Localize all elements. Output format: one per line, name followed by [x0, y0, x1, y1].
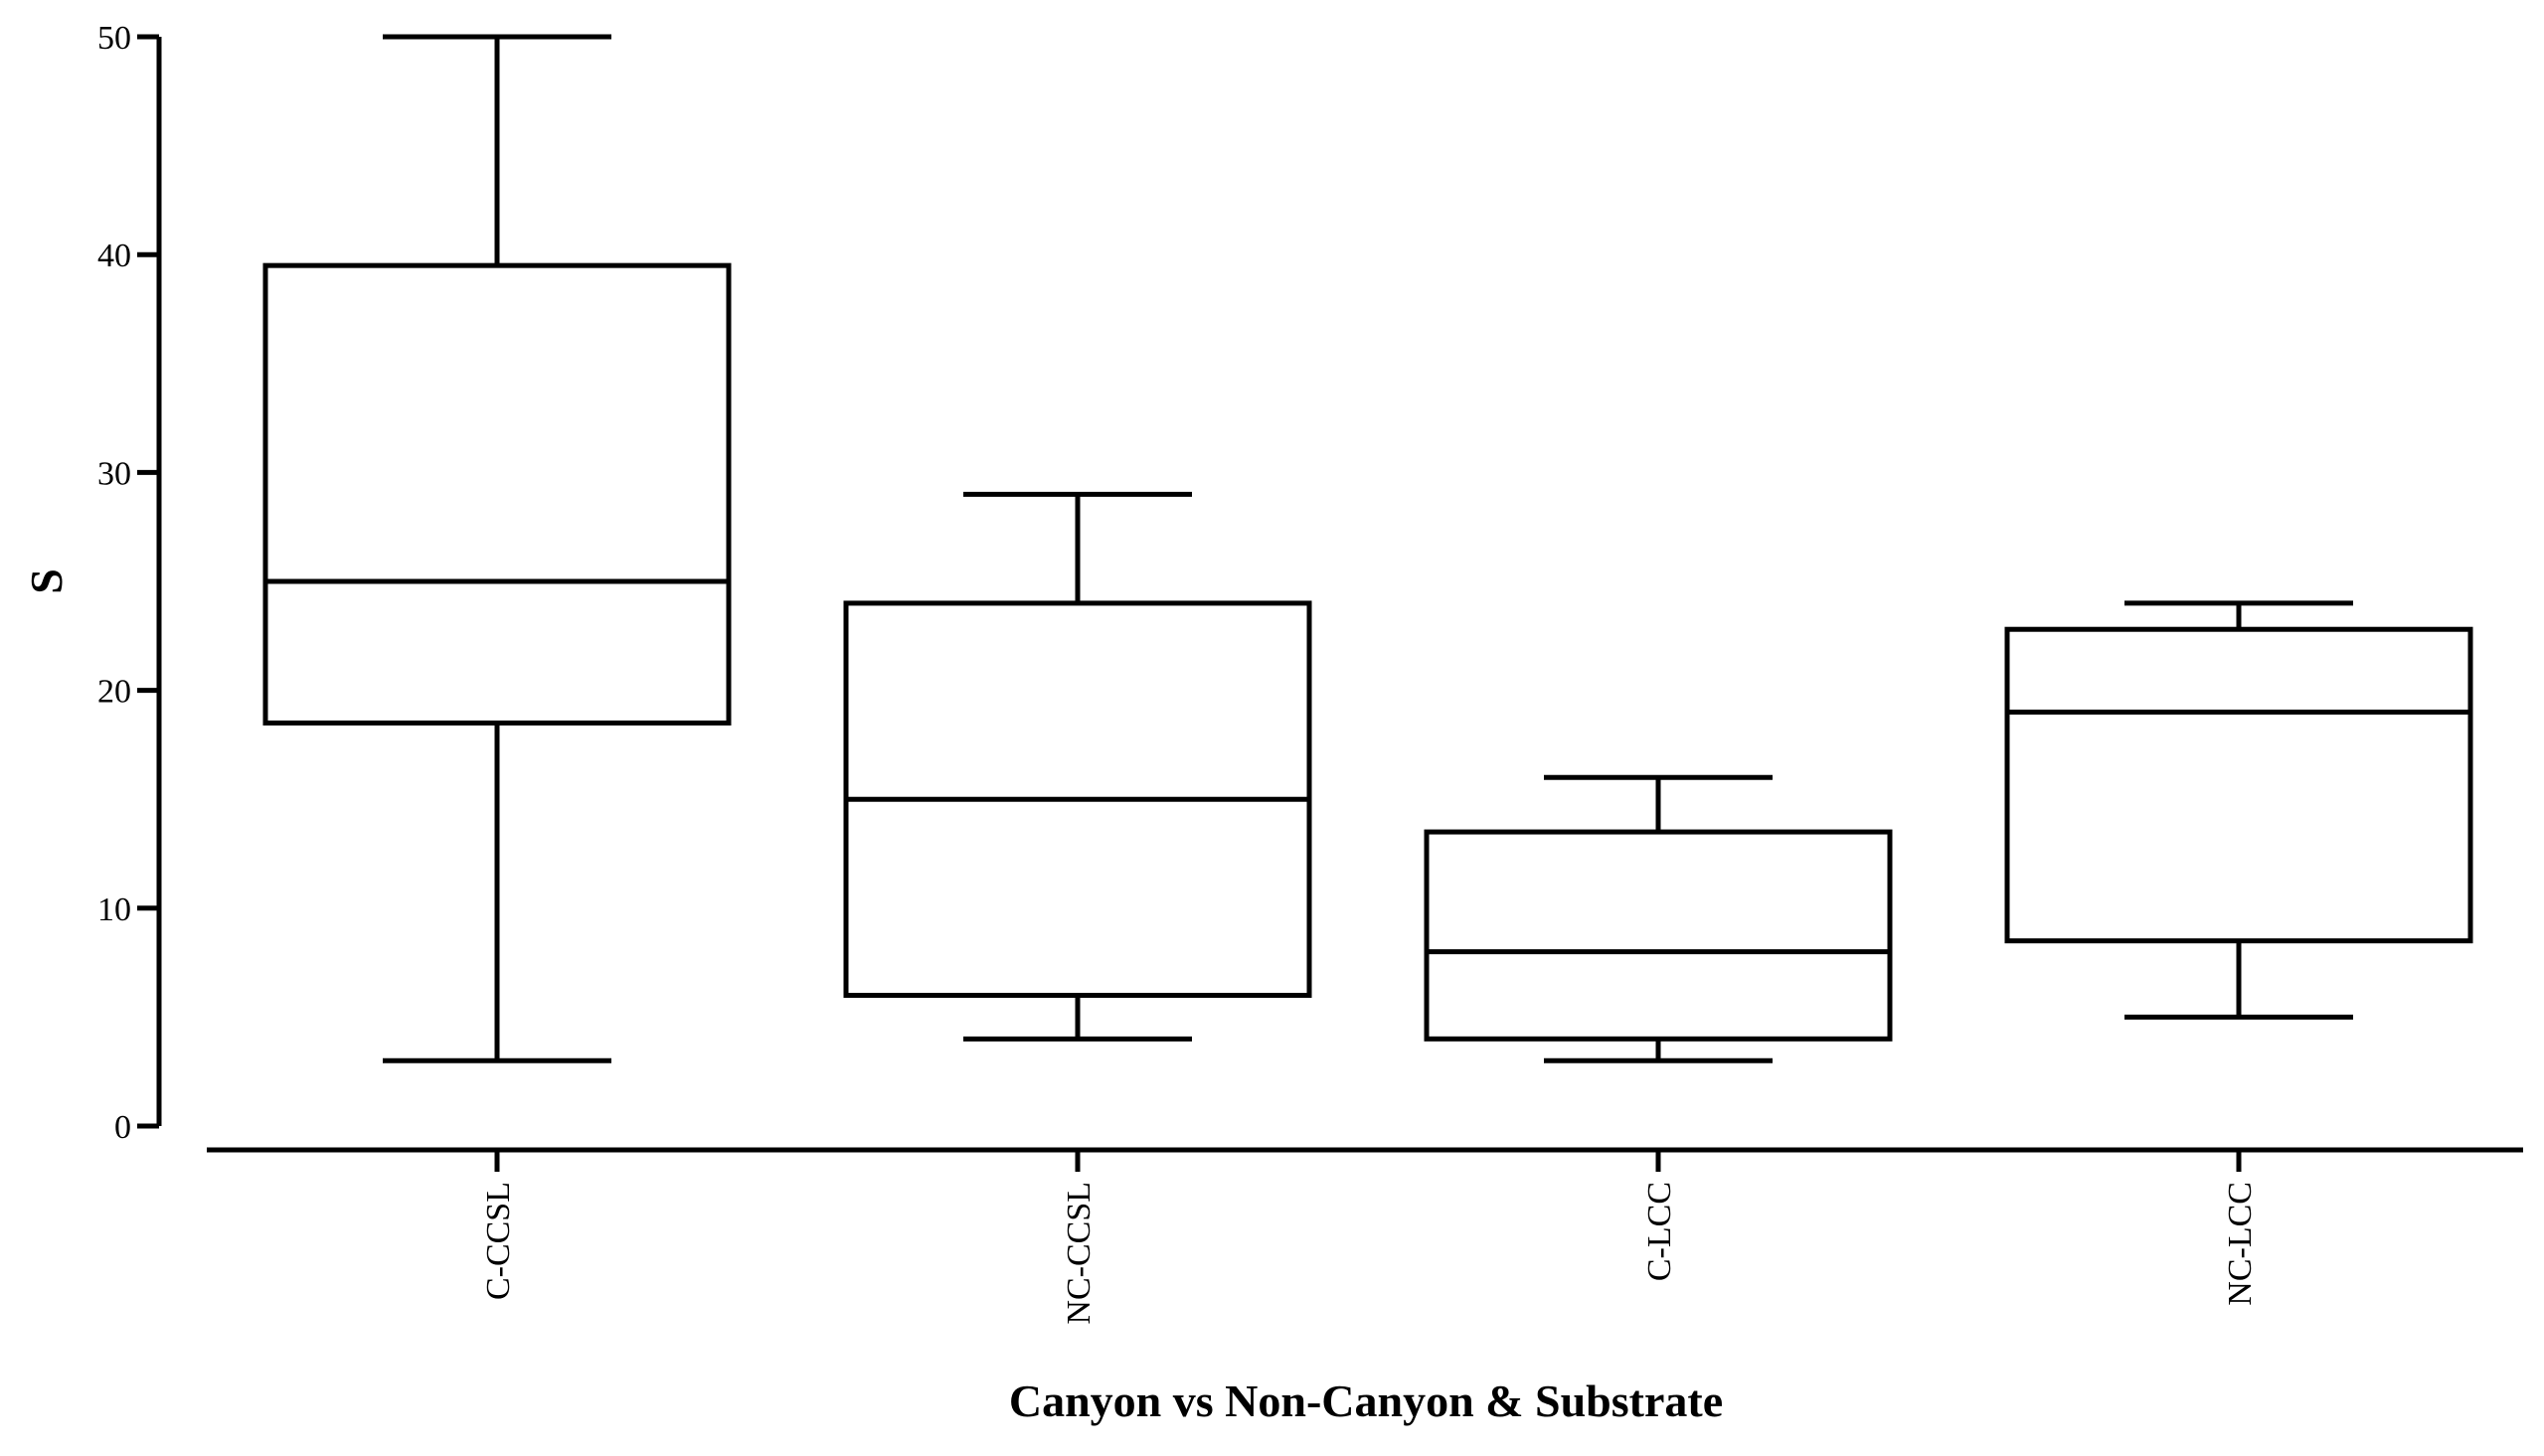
x-axis: C-CCSL NC-CCSL C-LCC NC-LCC — [207, 1147, 2523, 1325]
iqr-box — [2004, 626, 2473, 944]
y-tick-label: 30 — [97, 455, 131, 492]
iqr-box — [262, 262, 732, 726]
y-tick-label: 20 — [97, 674, 131, 711]
y-tick-label: 40 — [97, 238, 131, 274]
y-tick-label: 50 — [97, 20, 131, 57]
box-series — [262, 34, 2473, 1063]
box-group — [1424, 774, 1893, 1063]
x-tick-label: C-LCC — [1641, 1182, 1678, 1281]
x-axis-title: Canyon vs Non-Canyon & Substrate — [1009, 1375, 1723, 1426]
x-tick-label: NC-LCC — [2222, 1182, 2259, 1306]
y-tick-label: 10 — [97, 891, 131, 928]
y-tick-label: 0 — [114, 1109, 131, 1146]
iqr-box — [1424, 829, 1893, 1042]
box-group — [262, 34, 732, 1063]
x-tick-label: NC-CCSL — [1061, 1182, 1098, 1325]
box-group — [843, 491, 1312, 1042]
y-axis: 0 10 20 30 40 50 — [97, 20, 162, 1146]
y-axis-title: S — [21, 568, 72, 594]
box-group — [2004, 600, 2473, 1020]
x-tick-label: C-CCSL — [480, 1182, 517, 1300]
